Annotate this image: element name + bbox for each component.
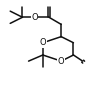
Text: O: O <box>40 38 46 47</box>
Text: O: O <box>58 57 64 66</box>
Text: O: O <box>31 13 38 22</box>
